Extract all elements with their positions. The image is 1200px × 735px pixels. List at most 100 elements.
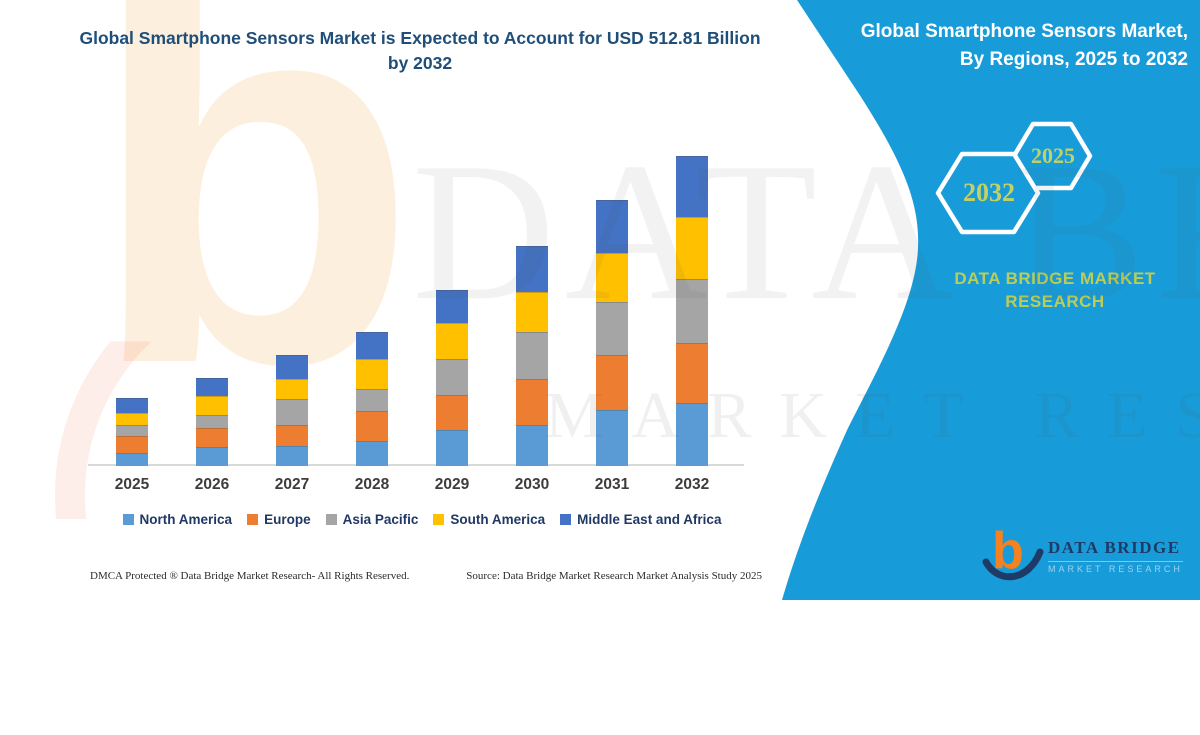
legend-label: South America [450,512,546,527]
hexagon-2032-outline [935,151,1041,235]
segment-2025-north-america [116,453,148,466]
legend-item-middle-east-and-africa: Middle East and Africa [560,512,721,527]
segment-2030-north-america [516,425,548,466]
segment-2027-europe [276,425,308,447]
segment-2030-south-america [516,292,548,333]
segment-2026-middle-east-and-africa [196,377,228,397]
stacked-bar-2031 [596,199,628,466]
side-panel-background [782,0,1200,600]
segment-2031-europe [596,355,628,410]
stacked-bar-2025 [116,398,148,466]
segment-2031-north-america [596,409,628,466]
stacked-bar-2032 [676,155,708,466]
legend-item-north-america: North America [122,512,233,527]
side-panel-title: Global Smartphone Sensors Market, By Reg… [850,18,1188,73]
brand-line2: RESEARCH [1005,291,1105,311]
segment-2032-asia-pacific [676,278,708,343]
segment-2029-europe [436,395,468,431]
segment-2028-middle-east-and-africa [356,331,388,360]
segment-2030-europe [516,378,548,426]
bar-slot-2032 [652,130,732,466]
legend-item-south-america: South America [433,512,545,527]
segment-2028-asia-pacific [356,389,388,411]
bars-container [92,130,732,466]
legend-swatch-icon [560,514,572,525]
stacked-bar-2030 [516,245,548,466]
x-label-2028: 2028 [354,476,390,493]
segment-2030-middle-east-and-africa [516,245,548,293]
x-label-2025: 2025 [114,476,150,493]
segment-2026-south-america [196,396,228,416]
segment-2031-asia-pacific [596,301,628,356]
segment-2025-south-america [116,413,148,426]
segment-2032-europe [676,342,708,404]
legend-item-asia-pacific: Asia Pacific [325,512,419,527]
stacked-bar-2027 [276,355,308,466]
side-panel-title-line2: By Regions, 2025 to 2032 [959,48,1188,70]
x-axis-line [88,464,744,466]
segment-2032-south-america [676,217,708,279]
x-label-2026: 2026 [194,476,230,493]
x-label-2030: 2030 [514,476,550,493]
segment-2031-south-america [596,252,628,302]
segment-2029-asia-pacific [436,359,468,396]
stacked-bar-chart [88,130,744,466]
bar-slot-2030 [492,130,572,466]
segment-2027-asia-pacific [276,399,308,426]
footer: DMCA Protected ® Data Bridge Market Rese… [90,570,762,582]
segment-2032-middle-east-and-africa [676,155,708,218]
segment-2025-middle-east-and-africa [116,398,148,414]
stacked-bar-2026 [196,377,228,466]
segment-2027-south-america [276,378,308,400]
segment-2027-middle-east-and-africa [276,355,308,379]
chart-legend: North America Europe Asia Pacific South Ame… [88,512,756,527]
segment-2026-north-america [196,447,228,466]
bar-slot-2026 [172,130,252,466]
footer-source: Source: Data Bridge Market Research Mark… [466,570,762,582]
data-bridge-logo-icon: b [982,524,1044,581]
segment-2030-asia-pacific [516,332,548,379]
bar-slot-2031 [572,130,652,466]
logo-name-text: DATA BRIDGE [1048,538,1181,557]
x-label-2032: 2032 [674,476,710,493]
logo-swoosh [982,548,1044,581]
segment-2027-north-america [276,446,308,466]
data-bridge-logo: b DATA BRIDGE MARKET RESEARCH [982,520,1192,592]
footer-copyright: DMCA Protected ® Data Bridge Market Rese… [90,570,410,582]
segment-2031-middle-east-and-africa [596,199,628,253]
legend-swatch-icon [433,514,445,525]
legend-label: Asia Pacific [342,512,419,527]
segment-2025-asia-pacific [116,425,148,437]
hexagon-2032-label: 2032 [963,178,1015,207]
legend-label: Europe [264,512,311,527]
chart-title: Global Smartphone Sensors Market is Expe… [79,28,761,74]
bar-slot-2025 [92,130,172,466]
stacked-bar-2029 [436,289,468,466]
segment-2032-north-america [676,403,708,466]
bar-slot-2027 [252,130,332,466]
segment-2025-europe [116,436,148,454]
segment-2029-south-america [436,323,468,360]
segment-2028-north-america [356,440,388,466]
x-label-2027: 2027 [274,476,310,493]
logo-subtitle-text: MARKET RESEARCH [1048,561,1183,574]
stacked-bar-2028 [356,331,388,466]
x-axis-labels: 2025 2026 2027 2028 2029 2030 2031 2032 [92,476,732,494]
segment-2028-europe [356,410,388,441]
bar-slot-2028 [332,130,412,466]
segment-2026-asia-pacific [196,415,228,429]
segment-2029-north-america [436,430,468,466]
legend-swatch-icon [325,514,337,525]
side-panel-shape [782,0,1200,600]
segment-2029-middle-east-and-africa [436,289,468,324]
side-panel-brand-text: DATA BRIDGE MARKET RESEARCH [925,268,1185,314]
legend-item-europe: Europe [247,512,311,527]
segment-2026-europe [196,428,228,448]
legend-label: North America [139,512,233,527]
hexagon-2025-label: 2025 [1031,143,1075,168]
x-label-2031: 2031 [594,476,630,493]
brand-line1: DATA BRIDGE MARKET [954,269,1156,288]
side-panel-title-line1: Global Smartphone Sensors Market, [860,21,1188,42]
segment-2028-south-america [356,359,388,390]
legend-swatch-icon [247,514,259,525]
